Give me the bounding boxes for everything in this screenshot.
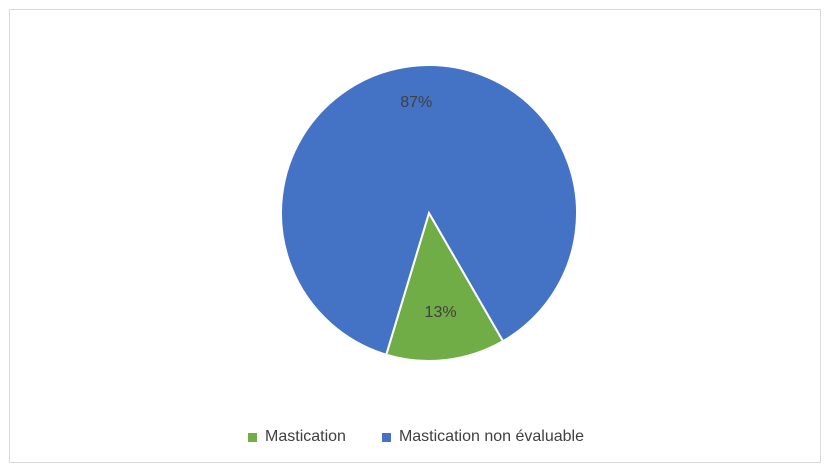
slice-label-mastication-non-evaluable: 87% (400, 94, 432, 111)
legend-label-mastication: Mastication (265, 428, 346, 445)
legend-label-mastication-non-evaluable: Mastication non évaluable (398, 428, 584, 445)
chart-area: 13% 87% Mastication Mastication non évalu… (9, 9, 821, 463)
pie-slice-mastication (384, 210, 505, 362)
slice-labels: 13% 87% (400, 94, 456, 321)
pie-slices (280, 64, 578, 362)
pie-slice-mastication-non-evaluable (280, 64, 578, 356)
legend-swatch-mastication-non-evaluable (381, 432, 391, 442)
legend-swatch-mastication (248, 432, 258, 442)
legend-item-mastication-non-evaluable: Mastication non évaluable (381, 428, 584, 446)
pie-chart: 13% 87% (280, 64, 578, 362)
legend: Mastication Mastication non évaluable (10, 428, 822, 446)
slice-label-mastication: 13% (425, 304, 457, 321)
legend-item-mastication: Mastication (248, 428, 346, 446)
